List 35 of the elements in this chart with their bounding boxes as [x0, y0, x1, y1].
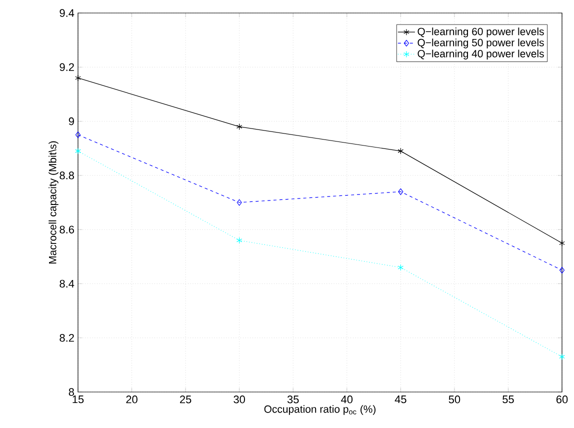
y-tick-label: 9.2	[60, 63, 74, 72]
legend-label: Q−learning 40 power levels	[418, 50, 544, 60]
x-tick-label: 60	[556, 396, 568, 404]
y-tick-label: 9	[68, 117, 74, 126]
x-tick-label: 15	[72, 396, 84, 404]
x-tick-label: 20	[126, 396, 138, 404]
y-tick-label: 8.4	[60, 280, 74, 288]
x-tick-label: 40	[341, 396, 353, 404]
point	[559, 240, 565, 246]
y-tick-label: 8.8	[60, 172, 74, 180]
x-tick-label: 35	[287, 396, 299, 404]
x-tick-label: 30	[234, 396, 245, 404]
point	[75, 74, 81, 82]
x-tick-label: 50	[448, 396, 460, 404]
x-tick-label: 25	[180, 396, 192, 404]
point	[236, 123, 242, 130]
point	[398, 188, 404, 195]
y-tick-label: 8.2	[60, 334, 74, 342]
point	[75, 132, 81, 138]
legend-label: Q−learning 50 power levels	[418, 38, 544, 48]
point	[236, 199, 242, 206]
point	[559, 354, 565, 360]
x-axis-title: Occupation ratio p$_{oc}$ (%)	[264, 405, 376, 415]
point	[75, 148, 81, 154]
point	[398, 148, 404, 154]
x-tick-label: 45	[394, 396, 406, 404]
y-tick-label: 8	[68, 388, 74, 396]
y-tick-label: 9.4	[60, 9, 74, 17]
point	[398, 264, 404, 271]
point	[236, 237, 242, 244]
point	[559, 266, 565, 274]
y-axis-title: Macrocell capacity (Mbit\s)	[48, 141, 58, 264]
legend-label: Q−learning 60 power levels	[418, 28, 544, 38]
x-tick-label: 55	[502, 396, 514, 404]
y-tick-label: 8.6	[60, 226, 74, 234]
